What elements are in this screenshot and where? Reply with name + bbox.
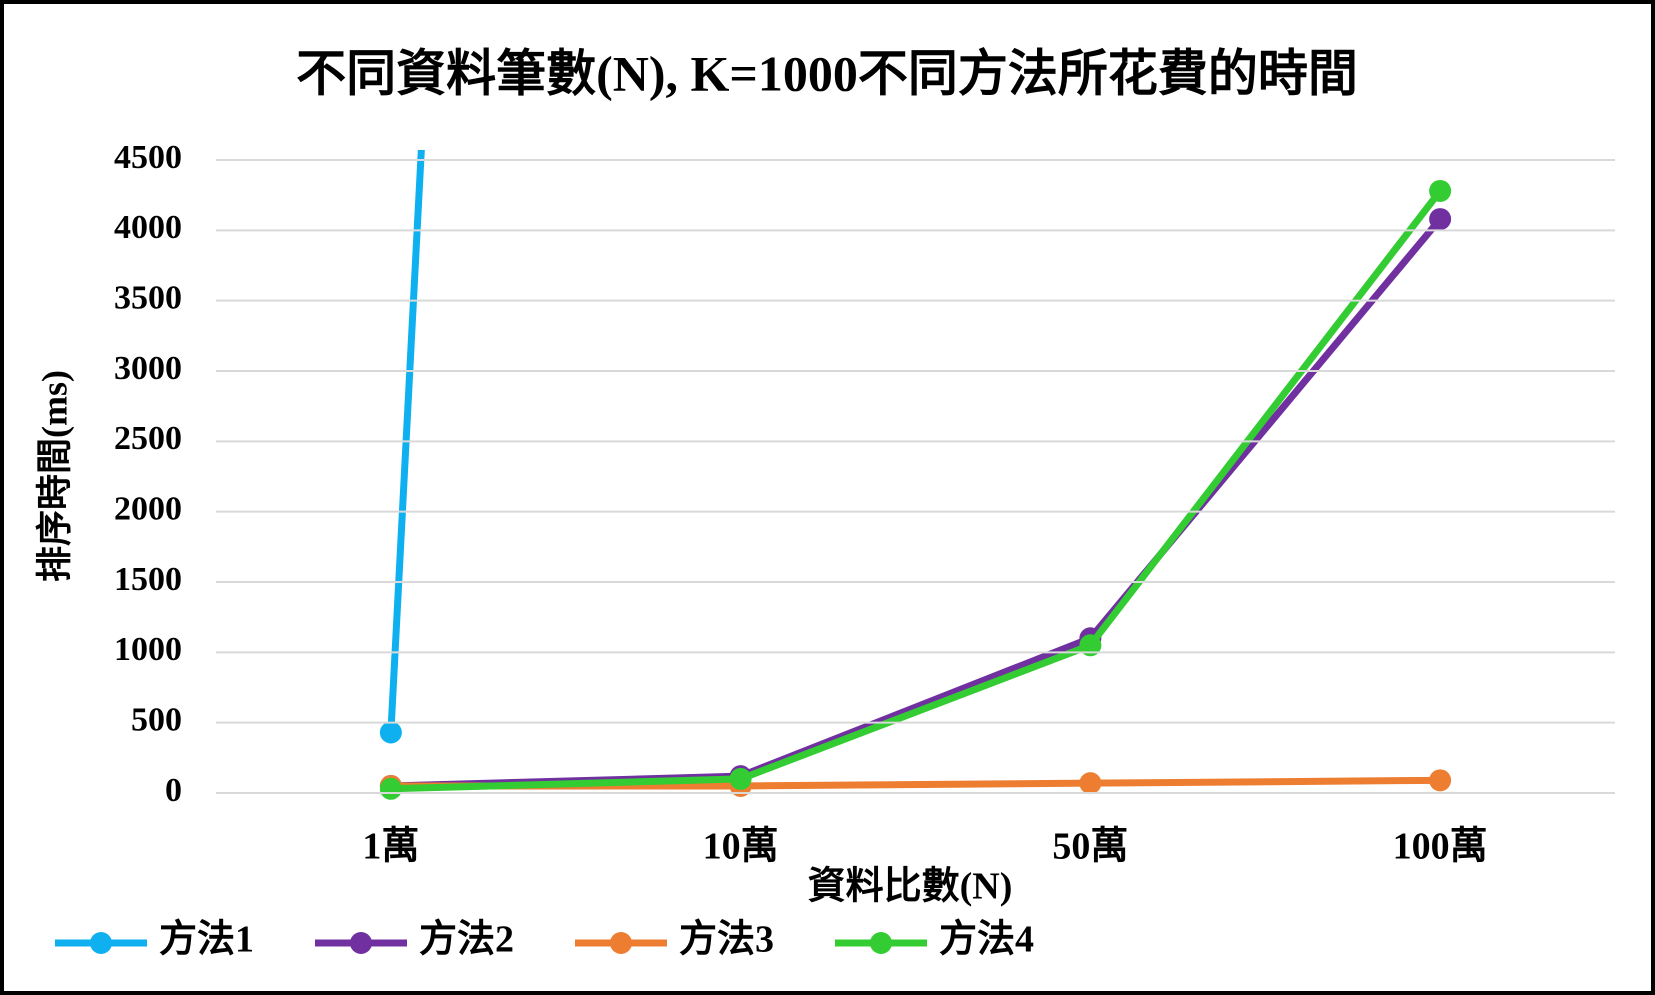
- x-tick-label: 50萬: [1052, 826, 1128, 868]
- legend-label: 方法3: [679, 919, 774, 961]
- x-axis-title: 資料比數(N): [808, 866, 1013, 908]
- legend-marker: [90, 932, 112, 954]
- y-tick-label: 2500: [114, 420, 182, 457]
- data-point: [379, 721, 402, 744]
- legend-marker: [350, 932, 372, 954]
- y-tick-label: 500: [131, 701, 182, 738]
- legend-label: 方法2: [419, 919, 514, 961]
- plot-area: [379, 150, 1452, 800]
- y-tick-label: 2000: [114, 490, 182, 527]
- data-point: [729, 767, 752, 790]
- legend-label: 方法4: [939, 919, 1034, 961]
- legend-label: 方法1: [159, 919, 254, 961]
- legend-marker: [870, 932, 892, 954]
- chart-title: 不同資料筆數(N), K=1000不同方法所花費的時間: [296, 45, 1358, 101]
- series-line: [390, 188, 1443, 793]
- y-tick-label: 0: [165, 772, 182, 809]
- x-tick-label: 100萬: [1393, 826, 1488, 868]
- y-tick-label: 3500: [114, 279, 182, 316]
- data-point: [1429, 769, 1452, 792]
- data-point: [379, 777, 402, 800]
- data-point: [1429, 208, 1452, 231]
- data-point: [1429, 179, 1452, 202]
- x-tick-label: 1萬: [362, 826, 419, 868]
- legend-marker: [610, 932, 632, 954]
- y-tick-label: 4000: [114, 209, 182, 246]
- data-point: [1079, 772, 1102, 795]
- y-tick-label: 3000: [114, 350, 182, 387]
- data-point: [1079, 634, 1102, 657]
- x-tick-label: 10萬: [703, 826, 779, 868]
- y-tick-label: 1500: [114, 561, 182, 598]
- y-tick-label: 4500: [114, 139, 182, 176]
- y-tick-label: 1000: [114, 631, 182, 668]
- y-axis-title: 排序時間(ms): [34, 370, 74, 582]
